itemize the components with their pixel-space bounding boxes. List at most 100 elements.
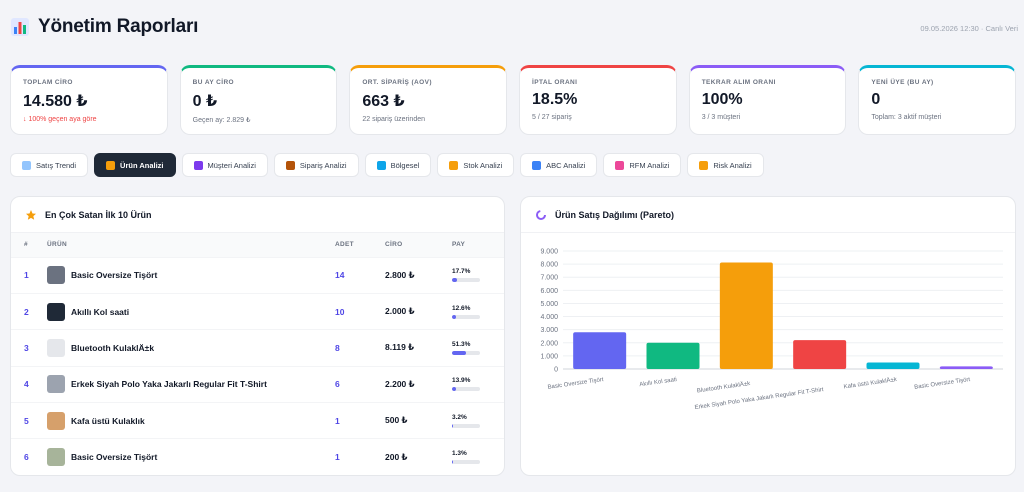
y-tick-label: 4.000: [540, 314, 558, 321]
product-revenue: 2.200 ₺: [385, 378, 415, 389]
product-cell: Erkek Siyah Polo Yaka Jakarlı Regular Fi…: [47, 375, 335, 394]
col-product: ÜRÜN: [47, 241, 67, 249]
share-bar: [452, 460, 480, 465]
share-bar: [452, 423, 480, 428]
tab-label: Ürün Analizi: [120, 160, 164, 170]
product-revenue: 500 ₺: [385, 415, 408, 426]
globe-icon: [376, 160, 386, 170]
product-qty: 10: [335, 306, 345, 317]
table-row[interactable]: 3 Bluetooth KulaklÄ±k 8 8.119 ₺ 51.3%: [11, 329, 504, 366]
product-thumbnail: [47, 411, 65, 430]
report-tabs: Satış Trendi Ürün Analizi Müşteri Analizi S…: [10, 153, 764, 177]
col-index: #: [24, 241, 28, 249]
table-row[interactable]: 6 Basic Oversize Tişört 1 200 ₺ 1.3%: [11, 438, 504, 475]
product-cell: Kafa üstü Kulaklık: [47, 411, 335, 430]
abc-icon: [532, 160, 542, 170]
user-icon: [193, 160, 203, 170]
product-name: Basic Oversize Tişört: [71, 452, 158, 463]
product-share: 12.6%: [452, 304, 471, 312]
product-revenue: 200 ₺: [385, 451, 408, 462]
x-tick-label: Akıllı Kol saati: [639, 377, 677, 388]
product-cell: Basic Oversize Tişört: [47, 266, 335, 285]
tab-label: Stok Analizi: [463, 160, 503, 170]
share-bar-fill: [452, 350, 467, 355]
product-thumbnail: [47, 266, 65, 285]
row-index: 4: [24, 379, 29, 390]
col-qty: ADET: [335, 241, 354, 249]
tab-label: Bölgesel: [390, 160, 420, 170]
table-row[interactable]: 5 Kafa üstü Kulaklık 1 500 ₺ 3.2%: [11, 402, 504, 439]
chart-icon: [22, 160, 31, 170]
warning-icon: [699, 160, 709, 170]
product-qty: 8: [335, 342, 340, 353]
y-tick-label: 0: [554, 367, 558, 374]
product-thumbnail: [47, 448, 65, 467]
product-thumbnail: [47, 302, 65, 321]
table-row[interactable]: 4 Erkek Siyah Polo Yaka Jakarlı Regular F…: [11, 366, 504, 402]
x-tick-label: Bluetooth KulaklÄ±k: [696, 380, 751, 395]
tab-stok-analizi[interactable]: Stok Analizi: [437, 153, 515, 177]
kpi-subtext: 5 / 27 sipariş: [532, 114, 572, 121]
kpi-value: 0 ₺: [192, 93, 218, 110]
page-header: Yönetim Raporları 09.05.2026 12:30 · Can…: [10, 16, 1018, 46]
title-group: Yönetim Raporları: [10, 16, 198, 38]
product-revenue: 2.800 ₺: [385, 269, 415, 280]
star-icon: [26, 209, 36, 220]
report-logo-icon: [11, 18, 29, 36]
tab-label: Satış Trendi: [36, 160, 77, 170]
pareto-chart-header: Ürün Satış Dağılımı (Pareto): [521, 197, 1015, 233]
y-tick-label: 8.000: [540, 262, 558, 269]
kpi-card: ORT. SİPARİŞ (AOV) 663 ₺ 22 sipariş üzerin…: [349, 65, 508, 135]
kpi-value: 663 ₺: [362, 93, 405, 110]
tab-abc-analizi[interactable]: ABC Analizi: [520, 153, 598, 177]
tab-rfm-analizi[interactable]: RFM Analizi: [603, 153, 682, 177]
table-row[interactable]: 1 Basic Oversize Tişört 14 2.800 ₺ 17.7%: [11, 257, 504, 293]
top-products-title: En Çok Satan İlk 10 Ürün: [45, 209, 152, 220]
tab-risk-analizi[interactable]: Risk Analizi: [687, 153, 764, 177]
product-name: Basic Oversize Tişört: [71, 270, 158, 281]
tab-label: Risk Analizi: [713, 160, 752, 170]
product-cell: Bluetooth KulaklÄ±k: [47, 338, 335, 357]
product-name: Erkek Siyah Polo Yaka Jakarlı Regular Fi…: [71, 379, 267, 390]
trophy-icon: [106, 160, 116, 170]
tab-satış-trendi[interactable]: Satış Trendi: [10, 153, 89, 177]
share-bar-fill: [452, 423, 453, 428]
tab-sipariş-analizi[interactable]: Sipariş Analizi: [273, 153, 359, 177]
tab-label: RFM Analizi: [629, 160, 670, 170]
row-index: 2: [24, 306, 29, 317]
bar-chart-icon: [449, 160, 459, 170]
last-updated: 09.05.2026 12:30 · Canlı Veri: [920, 24, 1018, 33]
y-tick-label: 2.000: [540, 340, 558, 347]
brain-icon: [615, 160, 625, 170]
x-tick-label: Basic Oversize Tişört: [914, 377, 971, 391]
bar: [719, 262, 773, 369]
kpi-card: İPTAL ORANI 18.5% 5 / 27 sipariş: [519, 65, 677, 135]
kpi-value: 18.5%: [532, 91, 578, 108]
table-row[interactable]: 2 Akıllı Kol saati 10 2.000 ₺ 12.6%: [11, 293, 504, 329]
x-tick-label: Kafa üstü KulaklÄ±k: [843, 376, 898, 391]
kpi-label: TOPLAM CİRO: [23, 79, 73, 86]
row-index: 5: [24, 415, 29, 426]
product-qty: 1: [335, 415, 340, 426]
tab-ürün-analizi[interactable]: Ürün Analizi: [94, 153, 176, 177]
y-tick-label: 6.000: [540, 288, 558, 295]
box-icon: [285, 160, 295, 170]
bar: [646, 342, 700, 369]
kpi-card: TOPLAM CİRO 14.580 ₺ ↓ 100% geçen aya göre: [10, 65, 168, 135]
col-revenue: CİRO: [385, 241, 403, 249]
top-products-panel: En Çok Satan İlk 10 Ürün # ÜRÜN ADET CİR…: [10, 196, 505, 476]
kpi-subtext: 3 / 3 müşteri: [701, 114, 741, 121]
table-header-row: # ÜRÜN ADET CİRO PAY: [11, 233, 504, 257]
y-tick-label: 7.000: [540, 275, 558, 282]
kpi-subtext: ↓ 100% geçen aya göre: [23, 116, 97, 123]
tab-müşteri-analizi[interactable]: Müşteri Analizi: [181, 153, 268, 177]
product-thumbnail: [47, 375, 65, 394]
row-index: 3: [24, 342, 29, 353]
product-share: 13.9%: [452, 377, 471, 385]
bar: [866, 362, 920, 369]
kpi-cards: TOPLAM CİRO 14.580 ₺ ↓ 100% geçen aya göre…: [10, 65, 1017, 135]
product-qty: 6: [335, 379, 340, 390]
share-bar: [452, 314, 480, 319]
tab-bölgesel[interactable]: Bölgesel: [364, 153, 432, 177]
kpi-label: ORT. SİPARİŞ (AOV): [362, 79, 432, 86]
